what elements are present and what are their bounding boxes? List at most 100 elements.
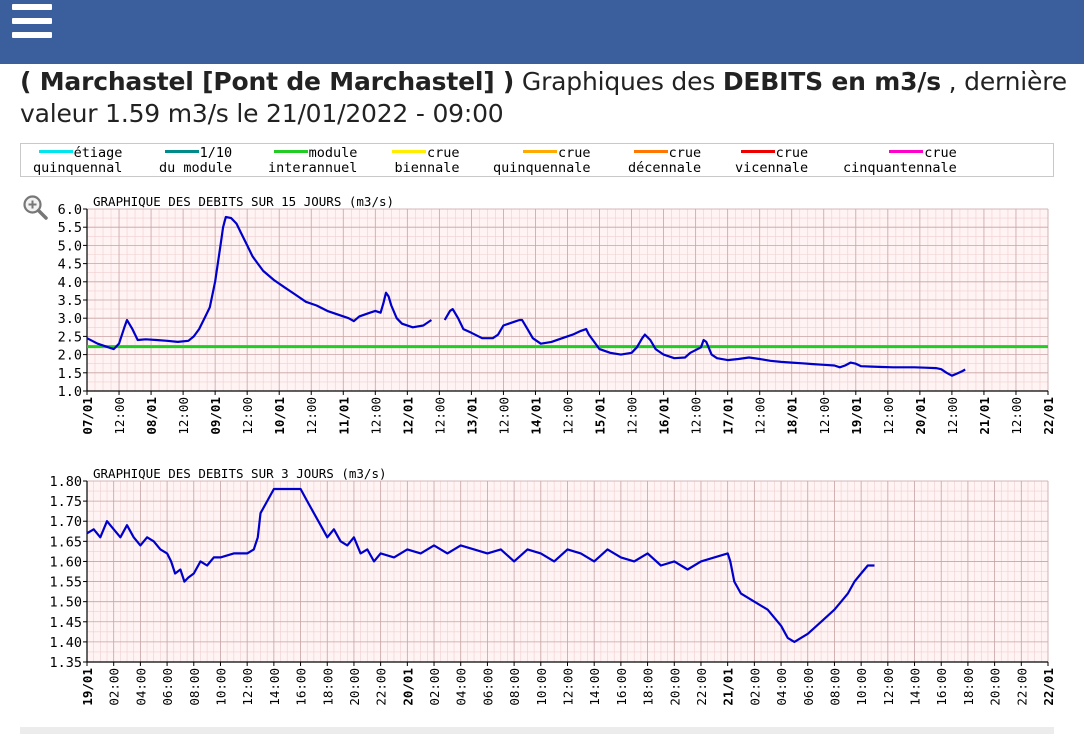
legend-label: 1/10 xyxy=(199,145,233,161)
x-tick-label: 20/01 xyxy=(400,668,415,706)
legend-item-crue-decennale: crue décennale xyxy=(628,146,701,176)
x-tick-label: 02:00 xyxy=(427,668,442,706)
y-tick-label: 2.5 xyxy=(58,329,82,345)
series-line xyxy=(86,487,875,643)
y-tick-label: 1.70 xyxy=(49,514,82,530)
x-tick-label: 12:00 xyxy=(368,397,383,435)
y-tick-label: 1.40 xyxy=(49,635,82,651)
legend-swatch xyxy=(392,150,426,153)
x-tick-label: 12:00 xyxy=(240,397,255,435)
legend-swatch xyxy=(740,150,775,153)
legend-swatch xyxy=(38,150,73,153)
legend-label: biennale xyxy=(394,160,460,176)
x-tick-label: 12:00 xyxy=(112,397,127,435)
legend-label: interannuel xyxy=(268,160,358,176)
x-tick-label: 15/01 xyxy=(593,397,608,435)
zoom-in-icon[interactable] xyxy=(22,194,48,220)
y-tick-label: 1.65 xyxy=(49,534,82,550)
x-tick-label: 12:00 xyxy=(945,397,960,435)
legend-swatch xyxy=(273,150,308,153)
top-navigation-bar xyxy=(0,0,1084,64)
x-tick-label: 08/01 xyxy=(144,397,159,435)
x-tick-label: 18/01 xyxy=(785,397,800,435)
y-tick-label: 1.35 xyxy=(49,655,82,671)
x-tick-label: 22/01 xyxy=(1041,397,1056,435)
chart-title: GRAPHIQUE DES DEBITS SUR 15 JOURS (m3/s) xyxy=(93,194,394,209)
legend-swatch xyxy=(164,150,199,153)
x-tick-label: 06:00 xyxy=(160,668,175,706)
y-tick-label: 1.80 xyxy=(49,474,82,490)
x-tick-label: 18:00 xyxy=(641,668,656,706)
y-tick-label: 1.60 xyxy=(49,554,82,570)
x-tick-label: 14:00 xyxy=(587,668,602,706)
x-tick-label: 20/01 xyxy=(913,397,928,435)
x-tick-label: 12:00 xyxy=(176,397,191,435)
x-tick-label: 08:00 xyxy=(507,668,522,706)
x-tick-label: 12:00 xyxy=(753,397,768,435)
x-tick-label: 16:00 xyxy=(934,668,949,706)
x-tick-label: 12:00 xyxy=(1009,397,1024,435)
x-tick-label: 02:00 xyxy=(107,668,122,706)
title-measure: DEBITS en m3/s xyxy=(722,67,941,96)
x-tick-label: 13/01 xyxy=(464,397,479,435)
x-tick-label: 12:00 xyxy=(625,397,640,435)
legend-item-crue-biennale: crue biennale xyxy=(392,146,460,176)
x-tick-label: 04:00 xyxy=(774,668,789,706)
legend-label: cinquantennale xyxy=(843,160,957,176)
y-tick-label: 4.0 xyxy=(58,275,82,291)
x-tick-label: 12:00 xyxy=(561,668,576,706)
x-tick-label: 21/01 xyxy=(977,397,992,435)
x-tick-label: 22:00 xyxy=(694,668,709,706)
chart-3-days: 19/01 02:00 04:00 06:00 08:00 10:00 12:00 14:00… xyxy=(49,466,1056,706)
y-tick-label: 1.5 xyxy=(58,366,82,382)
series-line xyxy=(86,215,433,351)
x-tick-label: 10:00 xyxy=(213,668,228,706)
x-tick-label: 11/01 xyxy=(336,397,351,435)
x-tick-label: 12:00 xyxy=(304,397,319,435)
x-tick-label: 10:00 xyxy=(854,668,869,706)
x-tick-label: 02:00 xyxy=(747,668,762,706)
x-tick-label: 12:00 xyxy=(432,397,447,435)
legend-label: crue xyxy=(924,145,957,161)
x-tick-label: 08:00 xyxy=(187,668,202,706)
x-tick-label: 18:00 xyxy=(320,668,335,706)
x-tick-label: 07/01 xyxy=(80,397,95,435)
x-tick-label: 16/01 xyxy=(657,397,672,435)
legend-label: vicennale xyxy=(735,160,809,176)
x-tick-label: 14:00 xyxy=(908,668,923,706)
x-tick-label: 18:00 xyxy=(961,668,976,706)
x-tick-label: 20:00 xyxy=(667,668,682,706)
y-tick-label: 4.5 xyxy=(58,257,82,273)
y-tick-label: 2.0 xyxy=(58,348,82,364)
legend-label: crue xyxy=(427,145,460,161)
x-tick-label: 14/01 xyxy=(528,397,543,435)
legend-label: module xyxy=(308,145,358,161)
chart-15-days: 07/01 12:00 08/01 12:00 09/01 12:00 10/01 12:00… xyxy=(58,194,1056,435)
x-tick-label: 12:00 xyxy=(881,668,896,706)
y-tick-label: 6.0 xyxy=(58,202,82,218)
charts-area: 07/01 12:00 08/01 12:00 09/01 12:00 10/01 12:00… xyxy=(49,194,1056,706)
y-tick-label: 1.50 xyxy=(49,595,82,611)
legend-label: crue xyxy=(558,145,591,161)
legend-item-etiage: étiage quinquennal xyxy=(33,146,122,176)
legend-label: du module xyxy=(159,160,233,176)
legend-label: crue xyxy=(668,145,702,161)
y-tick-label: 1.45 xyxy=(49,615,82,631)
x-tick-label: 06:00 xyxy=(801,668,816,706)
x-tick-label: 06:00 xyxy=(480,668,495,706)
x-tick-label: 12:00 xyxy=(240,668,255,706)
hamburger-menu-icon[interactable] xyxy=(12,4,52,38)
page-title: ( Marchastel [Pont de Marchastel] ) Grap… xyxy=(20,66,1070,130)
x-tick-label: 12:00 xyxy=(689,397,704,435)
x-tick-label: 22:00 xyxy=(374,668,389,706)
legend-swatch xyxy=(523,150,558,153)
x-tick-label: 20:00 xyxy=(347,668,362,706)
x-tick-label: 04:00 xyxy=(133,668,148,706)
x-tick-label: 04:00 xyxy=(454,668,469,706)
y-tick-label: 1.0 xyxy=(58,384,82,400)
station-name: ( Marchastel [Pont de Marchastel] ) xyxy=(20,67,515,96)
x-tick-label: 16:00 xyxy=(294,668,309,706)
legend-item-crue-cinquantennale: crue cinquantennale xyxy=(843,146,957,176)
threshold-legend: étiage quinquennal 1/10 du module module in… xyxy=(20,143,1054,177)
chart-title: GRAPHIQUE DES DEBITS SUR 3 JOURS (m3/s) xyxy=(93,466,387,481)
